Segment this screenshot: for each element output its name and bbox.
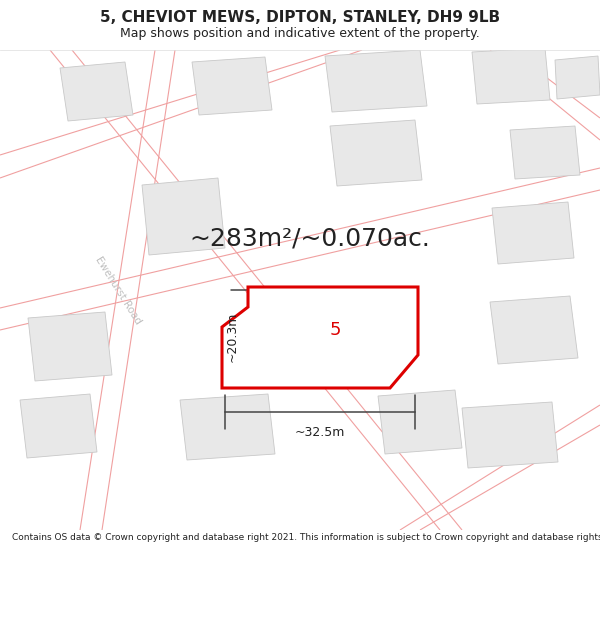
Polygon shape	[142, 178, 225, 255]
Polygon shape	[510, 126, 580, 179]
Polygon shape	[20, 394, 97, 458]
Text: Ewehurst Road: Ewehurst Road	[93, 254, 143, 326]
Polygon shape	[222, 287, 418, 388]
Polygon shape	[492, 202, 574, 264]
Text: Contains OS data © Crown copyright and database right 2021. This information is : Contains OS data © Crown copyright and d…	[12, 533, 600, 542]
Polygon shape	[180, 394, 275, 460]
Polygon shape	[60, 62, 133, 121]
Polygon shape	[472, 48, 550, 104]
Polygon shape	[490, 296, 578, 364]
Polygon shape	[325, 50, 427, 112]
Text: ~283m²/~0.070ac.: ~283m²/~0.070ac.	[190, 226, 430, 250]
Text: ~20.3m: ~20.3m	[226, 312, 239, 362]
Text: 5: 5	[329, 321, 341, 339]
Polygon shape	[378, 390, 462, 454]
Text: ~32.5m: ~32.5m	[295, 426, 345, 439]
Polygon shape	[28, 312, 112, 381]
Text: Map shows position and indicative extent of the property.: Map shows position and indicative extent…	[120, 27, 480, 40]
Text: 5, CHEVIOT MEWS, DIPTON, STANLEY, DH9 9LB: 5, CHEVIOT MEWS, DIPTON, STANLEY, DH9 9L…	[100, 10, 500, 25]
Polygon shape	[192, 57, 272, 115]
Polygon shape	[555, 56, 600, 99]
Polygon shape	[330, 120, 422, 186]
Polygon shape	[462, 402, 558, 468]
